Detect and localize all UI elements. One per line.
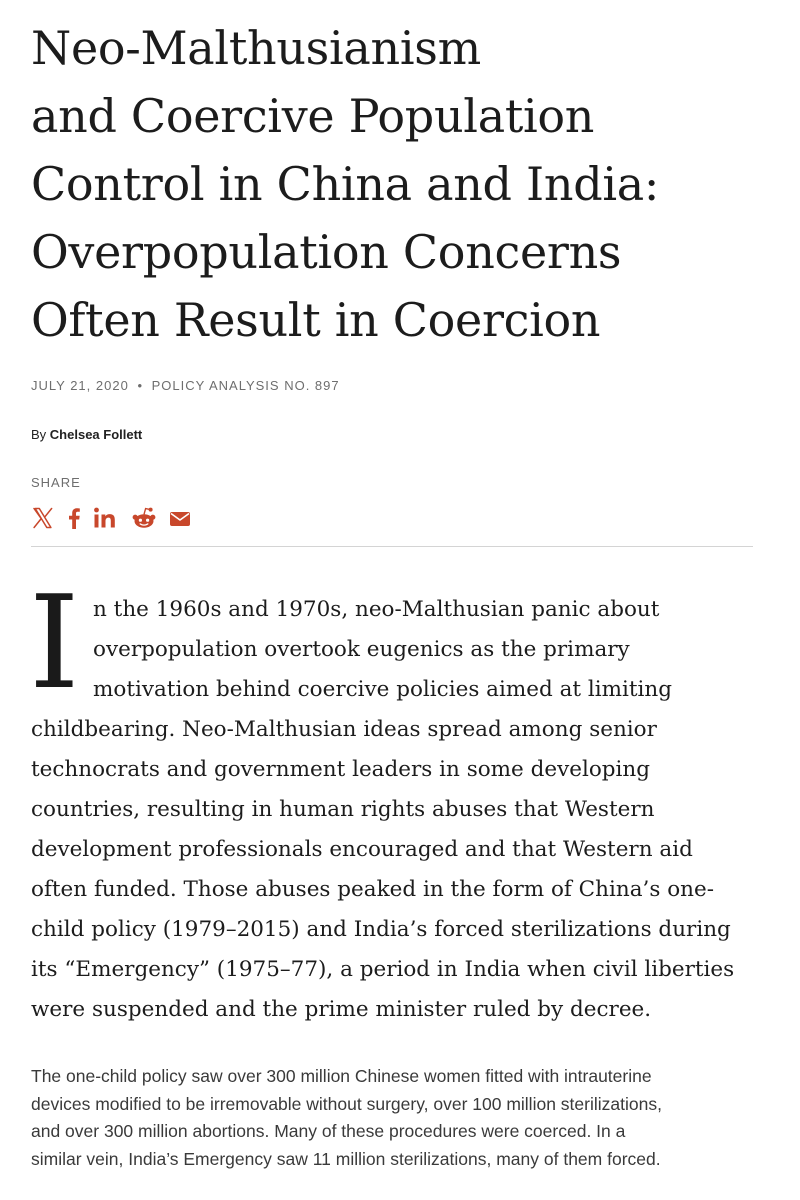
publish-date: JULY 21, 2020 [31,378,129,393]
body-line: devices modified to be irremovable witho… [31,1093,662,1114]
author-link[interactable]: Chelsea Follett [49,427,143,442]
meta-separator: • [137,378,143,393]
lead-line: n the 1960s and 1970s, neo-Malthusian pa… [93,597,660,622]
lead-line: childbearing. Neo-Malthusian ideas sprea… [31,717,657,742]
body-paragraph: The one-child policy saw over 300 millio… [31,1063,761,1173]
reddit-icon [132,507,156,528]
lead-paragraph: I n the 1960s and 1970s, neo-Malthusian … [29,580,751,1030]
title-line: Neo-Malthusianism [31,21,481,75]
facebook-icon [69,508,80,529]
lead-line: countries, resulting in human rights abu… [31,797,655,822]
title-line: and Coercive Population [31,89,595,143]
lead-line: often funded. Those abuses peaked in the… [31,877,715,902]
body-line: The one-child policy saw over 300 millio… [31,1066,652,1086]
lead-line: motivation behind coercive policies aime… [93,677,673,702]
lead-line: overpopulation overtook eugenics as the … [93,637,630,662]
lead-line: its “Emergency” (1975–77), a period in I… [31,957,735,982]
lead-line: development professionals encouraged and… [31,837,693,862]
drop-cap: I [29,569,80,718]
linkedin-icon [94,507,115,528]
lead-line: were suspended and the prime minister ru… [31,997,652,1022]
title-line: Often Result in Coercion [31,293,601,347]
email-icon [170,512,190,526]
article-title: Neo-Malthusianism and Coercive Populatio… [31,14,771,354]
article-meta: JULY 21, 2020 • POLICY ANALYSIS NO. 897 [31,378,340,393]
share-email-button[interactable] [169,503,191,533]
title-line: Overpopulation Concerns [31,225,622,279]
title-line: Control in China and India: [31,157,660,211]
lead-line: child policy (1979–2015) and India’s for… [31,917,731,942]
share-reddit-button[interactable] [131,503,157,533]
series-link[interactable]: POLICY ANALYSIS NO. 897 [151,378,340,393]
share-x-button[interactable] [31,503,55,533]
byline: By Chelsea Follett [31,427,142,442]
body-line: similar vein, India’s Emergency saw 11 m… [31,1148,661,1169]
share-facebook-button[interactable] [67,503,81,533]
share-linkedin-button[interactable] [93,503,119,533]
x-icon [33,507,53,529]
lead-line: technocrats and government leaders in so… [31,757,651,782]
section-divider [31,546,753,547]
share-label: SHARE [31,475,81,490]
byline-prefix: By [31,427,47,442]
body-line: and over 300 million abortions. Many of … [31,1121,626,1141]
share-buttons [31,503,203,533]
